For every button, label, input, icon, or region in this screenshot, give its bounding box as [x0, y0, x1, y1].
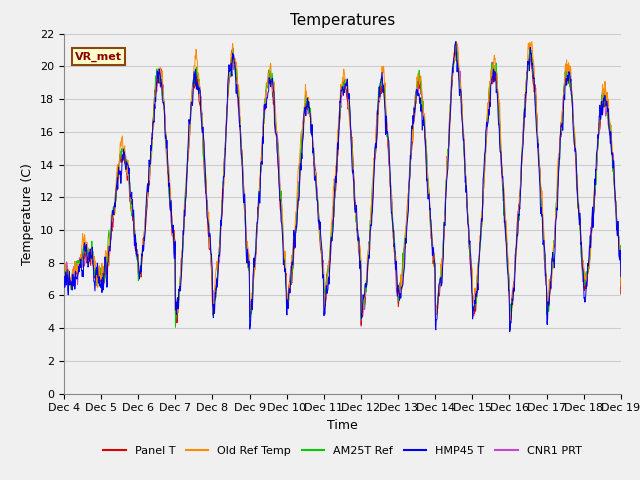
AM25T Ref — [170, 247, 178, 253]
HMP45 T — [429, 249, 436, 255]
Line: HMP45 T: HMP45 T — [64, 42, 621, 332]
Old Ref Temp — [60, 271, 68, 277]
CNR1 PRT — [184, 157, 191, 163]
HMP45 T — [552, 228, 559, 234]
HMP45 T — [184, 147, 191, 153]
CNR1 PRT — [429, 246, 437, 252]
CNR1 PRT — [452, 46, 460, 51]
HMP45 T — [246, 324, 254, 330]
HMP45 T — [502, 237, 509, 243]
Old Ref Temp — [429, 253, 436, 259]
Old Ref Temp — [502, 217, 509, 223]
Text: VR_met: VR_met — [75, 51, 122, 62]
HMP45 T — [60, 276, 68, 282]
HMP45 T — [506, 329, 513, 335]
Panel T — [452, 45, 460, 50]
AM25T Ref — [172, 324, 179, 330]
Panel T — [357, 322, 365, 328]
Old Ref Temp — [452, 39, 460, 45]
Panel T — [502, 238, 510, 243]
AM25T Ref — [502, 235, 510, 240]
Panel T — [246, 311, 254, 316]
Line: Panel T: Panel T — [64, 48, 621, 325]
HMP45 T — [170, 256, 178, 262]
AM25T Ref — [246, 314, 254, 320]
Panel T — [429, 261, 437, 266]
AM25T Ref — [452, 39, 460, 45]
Legend: Panel T, Old Ref Temp, AM25T Ref, HMP45 T, CNR1 PRT: Panel T, Old Ref Temp, AM25T Ref, HMP45 … — [99, 441, 586, 460]
Panel T — [552, 224, 559, 229]
CNR1 PRT — [246, 309, 254, 314]
X-axis label: Time: Time — [327, 419, 358, 432]
Line: Old Ref Temp: Old Ref Temp — [64, 42, 621, 330]
CNR1 PRT — [357, 324, 365, 329]
CNR1 PRT — [170, 233, 178, 239]
HMP45 T — [452, 39, 460, 45]
CNR1 PRT — [617, 282, 625, 288]
Line: CNR1 PRT: CNR1 PRT — [64, 48, 621, 326]
AM25T Ref — [60, 274, 68, 279]
CNR1 PRT — [502, 233, 510, 239]
Old Ref Temp — [552, 218, 559, 224]
Old Ref Temp — [246, 309, 254, 315]
AM25T Ref — [552, 222, 559, 228]
Old Ref Temp — [506, 327, 513, 333]
AM25T Ref — [184, 145, 192, 151]
AM25T Ref — [429, 252, 437, 257]
Line: AM25T Ref: AM25T Ref — [64, 42, 621, 327]
CNR1 PRT — [60, 275, 68, 280]
HMP45 T — [617, 274, 625, 279]
Old Ref Temp — [617, 283, 625, 289]
Title: Temperatures: Temperatures — [290, 13, 395, 28]
AM25T Ref — [617, 279, 625, 285]
Panel T — [184, 157, 191, 163]
Old Ref Temp — [184, 154, 191, 160]
Panel T — [617, 291, 625, 297]
Panel T — [170, 234, 178, 240]
CNR1 PRT — [552, 220, 559, 226]
Y-axis label: Temperature (C): Temperature (C) — [22, 163, 35, 264]
Old Ref Temp — [170, 239, 178, 244]
Panel T — [60, 276, 68, 282]
